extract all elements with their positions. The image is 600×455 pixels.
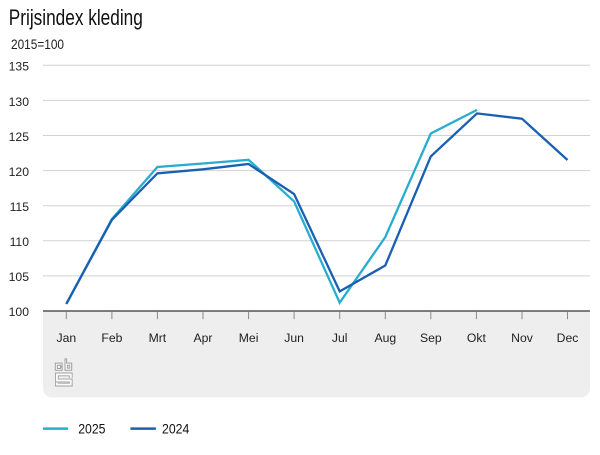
svg-text:2025: 2025 <box>78 421 105 437</box>
svg-text:Prijsindex kleding: Prijsindex kleding <box>9 5 143 30</box>
svg-text:2015=100: 2015=100 <box>11 36 64 52</box>
svg-text:Feb: Feb <box>101 331 122 345</box>
svg-text:115: 115 <box>10 200 30 214</box>
svg-text:Aug: Aug <box>374 331 396 345</box>
svg-text:Dec: Dec <box>557 331 579 345</box>
svg-text:Jul: Jul <box>332 331 348 345</box>
svg-text:Okt: Okt <box>467 331 487 345</box>
svg-text:105: 105 <box>9 270 30 284</box>
svg-text:Mei: Mei <box>239 331 259 345</box>
svg-text:Jan: Jan <box>56 331 76 345</box>
svg-text:110: 110 <box>10 235 30 249</box>
svg-text:Mrt: Mrt <box>149 331 167 345</box>
svg-text:Sep: Sep <box>420 331 442 345</box>
svg-text:Apr: Apr <box>194 331 213 345</box>
svg-text:100: 100 <box>9 305 30 319</box>
svg-text:Jun: Jun <box>284 331 304 345</box>
svg-text:130: 130 <box>9 95 30 109</box>
svg-text:2024: 2024 <box>162 421 189 437</box>
svg-text:125: 125 <box>9 130 30 144</box>
svg-text:Nov: Nov <box>511 331 534 345</box>
svg-text:135: 135 <box>9 60 30 74</box>
svg-text:120: 120 <box>9 165 30 179</box>
